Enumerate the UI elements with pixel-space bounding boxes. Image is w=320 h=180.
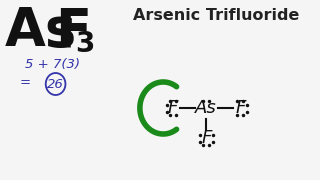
- Text: As: As: [195, 99, 217, 117]
- Text: Arsenic Trifluoride: Arsenic Trifluoride: [133, 8, 299, 23]
- Text: F: F: [201, 129, 212, 147]
- Text: =: =: [20, 76, 31, 89]
- Text: 26: 26: [47, 78, 64, 91]
- Text: F: F: [56, 5, 92, 57]
- Text: As: As: [4, 5, 77, 57]
- Text: 5 + 7(3): 5 + 7(3): [25, 58, 80, 71]
- Text: 3: 3: [75, 30, 95, 58]
- Text: F: F: [168, 99, 178, 117]
- Text: F: F: [235, 99, 245, 117]
